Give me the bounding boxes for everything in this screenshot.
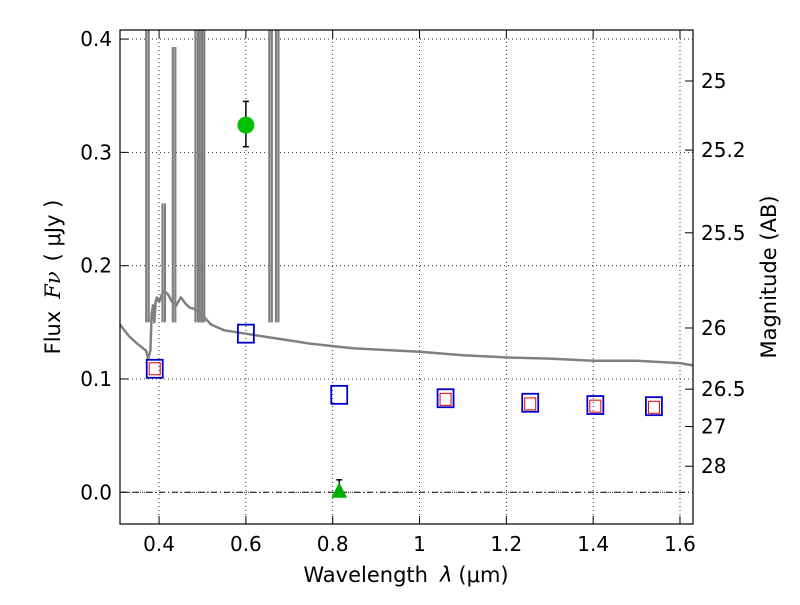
- y-tick-label: 0.1: [80, 367, 112, 391]
- observed-photometry-point: [439, 392, 452, 406]
- y-tick-label: 0.0: [80, 480, 112, 504]
- model-photometry-point: [521, 392, 540, 413]
- y-tick-label: 0.4: [80, 27, 112, 51]
- x-axis-ticks: 0.4 0.6 0.8 1 1.2 1.4 1.6: [143, 30, 696, 556]
- observed-photometry-point: [647, 400, 660, 414]
- y-tick-label: 0.3: [80, 140, 112, 164]
- magnitude-tick-label: 26: [701, 316, 726, 340]
- magnitude-tick-label: 25.5: [701, 221, 746, 245]
- observed-photometry-point: [589, 399, 602, 413]
- y-axis-label: FluxFν( μJy ): [41, 200, 65, 355]
- model-photometry-point: [645, 396, 663, 417]
- magnitude-tick-label: 25: [701, 69, 726, 93]
- x-tick-label: 0.4: [143, 532, 175, 556]
- x-tick-label: 0.6: [230, 532, 262, 556]
- model-photometry-point: [330, 384, 349, 405]
- magnitude-tick-label: 25.2: [701, 138, 746, 162]
- observed-photometry-point: [524, 397, 537, 411]
- nondetection-point: [331, 482, 348, 498]
- x-tick-label: 1.6: [664, 532, 696, 556]
- model-photometry-point: [145, 358, 164, 379]
- spectrum: [119, 30, 694, 367]
- observed-photometry-point: [148, 362, 161, 376]
- y-axis-ticks: 0.0 0.1 0.2 0.3 0.4: [80, 27, 128, 504]
- plot-area: [120, 30, 693, 524]
- model-photometry-point: [586, 395, 605, 415]
- model-photometry-point: [236, 323, 255, 344]
- x-axis-label: Wavelength λ (μm): [303, 563, 508, 587]
- x-tick-label: 0.8: [317, 532, 349, 556]
- model-photometry-point: [436, 388, 455, 409]
- markers: [145, 100, 663, 498]
- x-tick-label: 1.4: [577, 532, 609, 556]
- plot-frame: [119, 29, 694, 525]
- magnitude-tick-label: 26.5: [701, 377, 746, 401]
- detection-point: [237, 116, 255, 134]
- magnitude-axis-label: Magnitude (AB): [757, 195, 781, 358]
- magnitude-tick-label: 28: [701, 454, 726, 478]
- x-tick-label: 1: [413, 532, 426, 556]
- magnitude-tick-label: 27: [701, 415, 726, 439]
- y-tick-label: 0.2: [80, 254, 112, 278]
- x-tick-label: 1.2: [490, 532, 522, 556]
- sed-continuum-line: [119, 289, 694, 367]
- magnitude-axis-ticks: 25 25.2 25.5 26 26.5 27 28: [685, 69, 746, 478]
